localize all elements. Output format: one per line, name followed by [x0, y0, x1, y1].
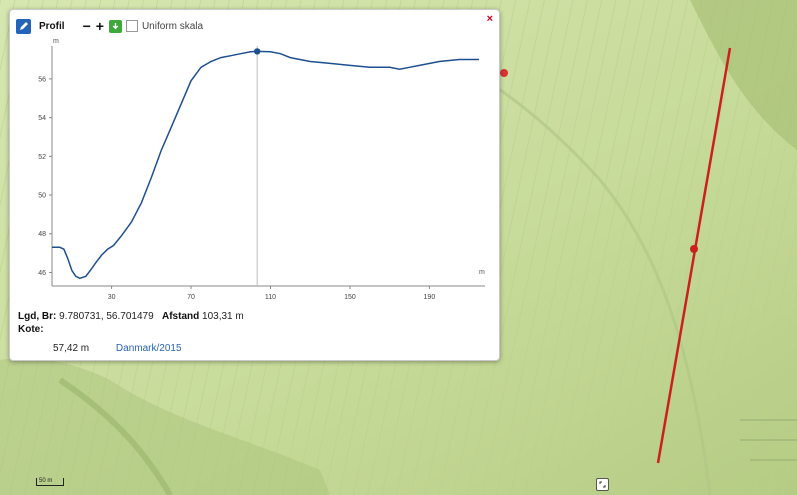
download-icon: [112, 22, 119, 29]
scale-bar: 50 m: [36, 478, 64, 486]
x-tick-label: 70: [187, 294, 195, 301]
y-tick-label: 46: [38, 270, 46, 277]
elevation-value: 57,42 m: [53, 343, 90, 354]
distance-label: Afstand: [162, 311, 200, 322]
x-axis-unit: m: [479, 269, 485, 276]
elevation-label-row: Kote:: [18, 324, 44, 335]
cursor-point[interactable]: [253, 48, 261, 55]
profile-toolbar: Profil − + Uniform skala: [16, 17, 203, 35]
x-tick-label: 190: [424, 294, 436, 301]
distance-value: 103,31 m: [202, 311, 244, 322]
export-button[interactable]: [108, 19, 122, 33]
fullscreen-icon: [599, 481, 606, 488]
y-tick-label: 54: [38, 115, 46, 122]
coordinates-label: Lgd, Br:: [18, 311, 57, 322]
x-tick-label: 30: [108, 294, 116, 301]
x-tick-label: 150: [344, 294, 356, 301]
y-tick-label: 56: [38, 76, 46, 83]
edit-profile-button[interactable]: [16, 18, 31, 34]
map-marker-dot[interactable]: [500, 69, 508, 77]
profile-panel: Profil − + Uniform skala × m m 46 48 50 52 5…: [9, 9, 500, 361]
elevation-line: [52, 50, 479, 280]
zoom-in-button[interactable]: +: [95, 18, 104, 34]
uniform-scale-label: Uniform skala: [141, 20, 204, 32]
coordinates-value: 9.780731, 56.701479: [59, 311, 154, 322]
uniform-scale-checkbox[interactable]: [125, 20, 138, 32]
profile-position-marker[interactable]: [690, 245, 698, 253]
y-tick-label: 50: [38, 193, 46, 200]
profile-line[interactable]: [656, 47, 732, 464]
dataset-link[interactable]: Danmark/2015: [115, 343, 182, 354]
coordinates-row: Lgd, Br: 9.780731, 56.701479 Afstand 103…: [18, 311, 244, 322]
y-tick-label: 52: [38, 154, 46, 161]
elevation-label: Kote:: [18, 324, 44, 335]
profile-title: Profil: [39, 20, 65, 32]
y-tick-label: 48: [38, 231, 46, 238]
y-axis-unit: m: [53, 38, 59, 45]
elevation-profile-chart[interactable]: m m 46 48 50 52 54 56 30 70 110 150 190: [10, 10, 499, 310]
close-button[interactable]: ×: [486, 13, 493, 25]
pencil-icon: [19, 22, 28, 30]
zoom-out-button[interactable]: −: [82, 18, 91, 34]
elevation-row: 57,42 m Danmark/2015: [53, 343, 182, 354]
x-tick-label: 110: [265, 294, 276, 301]
fullscreen-button[interactable]: [596, 478, 609, 491]
